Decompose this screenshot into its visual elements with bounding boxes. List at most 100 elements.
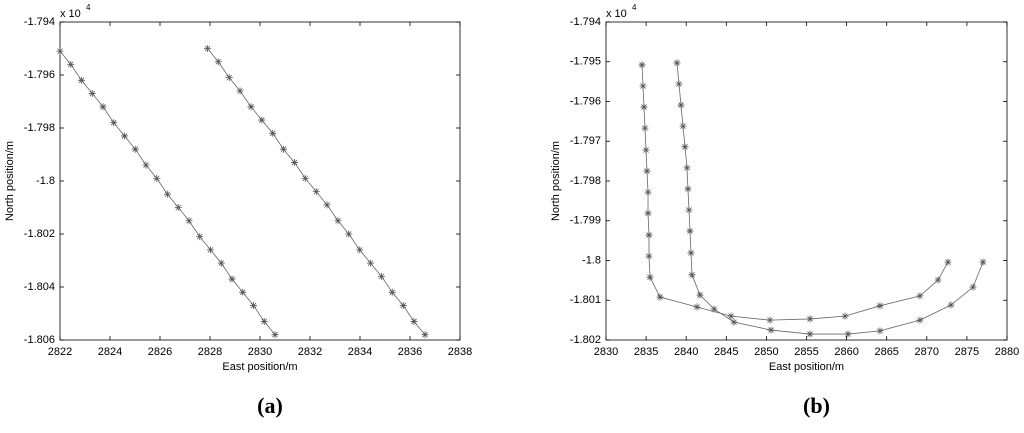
marker — [687, 249, 695, 257]
marker — [766, 316, 774, 324]
marker — [916, 316, 924, 324]
marker — [260, 317, 268, 325]
y-tick-label: -1.802 — [570, 334, 601, 346]
marker — [367, 259, 374, 267]
y-tick-label: -1.794 — [570, 16, 601, 28]
x-tick-label: 2870 — [915, 346, 939, 358]
marker — [841, 312, 849, 320]
marker — [225, 74, 233, 82]
marker — [727, 312, 735, 320]
marker — [301, 174, 309, 182]
marker — [683, 164, 691, 172]
marker — [204, 45, 211, 52]
marker — [110, 119, 118, 127]
marker — [656, 293, 664, 301]
marker — [642, 146, 650, 154]
marker — [153, 174, 161, 182]
x-tick-label: 2826 — [148, 346, 172, 358]
x-tick-label: 2845 — [714, 346, 738, 358]
marker — [345, 230, 353, 238]
caption: (a) — [257, 393, 283, 418]
x-tick-label: 2850 — [754, 346, 778, 358]
marker — [258, 116, 266, 124]
marker — [643, 167, 651, 175]
x-tick-label: 2838 — [448, 346, 472, 358]
x-tick-label: 2835 — [634, 346, 658, 358]
marker — [644, 188, 652, 196]
x-axis-label: East position/m — [222, 361, 297, 373]
marker — [312, 188, 320, 196]
marker — [639, 82, 647, 90]
caption: (b) — [803, 393, 830, 418]
y-tick-label: -1.796 — [570, 95, 601, 107]
subplot: 2822 2824 2826 2828 2830 2832 2834 2836 2838 -1.8… — [4, 3, 472, 418]
marker — [684, 185, 692, 193]
marker — [228, 275, 236, 283]
y-tick-label: -1.8 — [36, 175, 55, 187]
plot-frame — [605, 21, 1008, 341]
x-tick-label: 2822 — [48, 346, 72, 358]
marker — [196, 233, 204, 241]
marker — [239, 288, 247, 296]
y-tick-label: -1.802 — [24, 228, 55, 240]
marker — [185, 217, 193, 225]
x-tick-label: 2824 — [98, 346, 122, 358]
marker — [686, 227, 694, 235]
marker — [696, 291, 704, 299]
marker — [767, 326, 775, 334]
marker — [207, 246, 214, 254]
marker — [710, 305, 718, 313]
marker — [334, 217, 342, 225]
marker — [806, 315, 814, 323]
marker — [410, 317, 418, 325]
marker — [844, 330, 852, 338]
marker — [679, 122, 687, 130]
marker — [638, 61, 646, 69]
marker — [356, 246, 364, 254]
marker — [688, 271, 696, 279]
marker — [934, 276, 942, 284]
x-tick-label: 2836 — [398, 346, 422, 358]
marker — [291, 158, 298, 166]
marker — [969, 283, 977, 291]
marker — [730, 318, 738, 326]
marker — [916, 292, 924, 300]
plot-frame — [59, 21, 461, 341]
scale-exponent: 4 — [86, 3, 91, 12]
marker — [142, 161, 150, 169]
marker — [641, 124, 649, 132]
marker — [388, 288, 396, 296]
x-tick-label: 2840 — [674, 346, 698, 358]
marker — [280, 145, 287, 153]
marker — [979, 258, 987, 266]
x-tick-label: 2830 — [248, 346, 272, 358]
marker — [947, 301, 955, 309]
marker — [673, 59, 681, 67]
marker — [646, 273, 654, 281]
scale-exponent: 4 — [632, 3, 637, 12]
marker — [56, 47, 64, 55]
y-tick-label: -1.8 — [582, 254, 601, 266]
x-tick-label: 2855 — [794, 346, 818, 358]
marker — [640, 103, 648, 111]
y-tick-label: -1.801 — [570, 294, 601, 306]
y-tick-label: -1.796 — [24, 69, 55, 81]
y-axis-label: North position/m — [550, 141, 562, 221]
marker — [247, 103, 255, 111]
x-axis-label: East position/m — [769, 361, 844, 373]
marker — [121, 132, 128, 140]
marker — [67, 60, 75, 68]
x-tick-label: 2828 — [198, 346, 222, 358]
marker — [681, 143, 689, 151]
x-tick-label: 2880 — [995, 346, 1019, 358]
y-tick-label: -1.794 — [24, 16, 55, 28]
marker — [876, 327, 884, 335]
marker — [944, 258, 952, 266]
marker — [644, 209, 652, 217]
y-axis-label: North position/m — [4, 141, 16, 221]
x-tick-label: 2830 — [594, 346, 618, 358]
marker — [806, 330, 814, 338]
series-line — [676, 62, 984, 335]
marker — [378, 272, 385, 280]
marker — [685, 206, 693, 214]
